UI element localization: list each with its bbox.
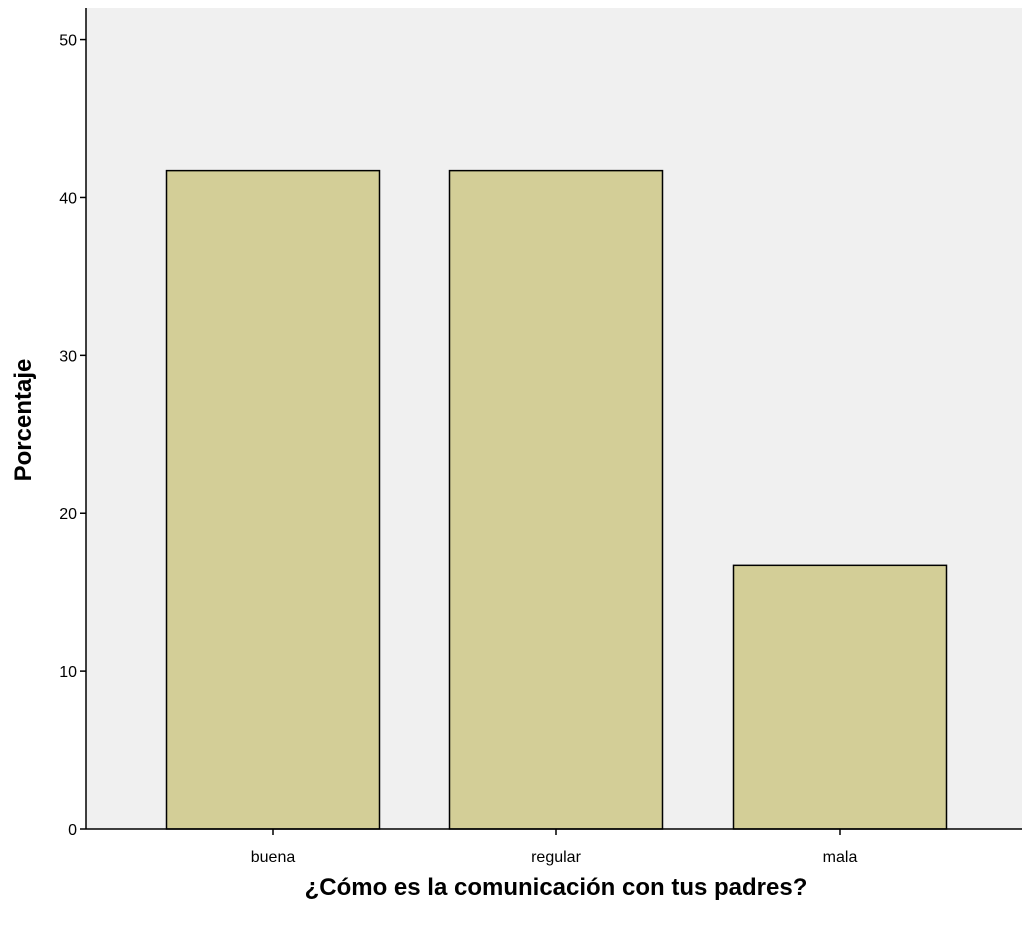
y-tick-label: 40 (59, 190, 77, 207)
y-axis: 0 10 20 30 40 50 (59, 8, 87, 839)
x-axis-title: ¿Cómo es la comunicación con tus padres? (305, 874, 808, 901)
bar-mala (732, 564, 948, 830)
bars-group (165, 169, 948, 830)
y-tick-label: 30 (59, 348, 77, 365)
y-tick-label: 10 (59, 664, 77, 681)
y-tick-label: 0 (68, 822, 77, 839)
bar-buena (165, 169, 381, 830)
bar-regular (448, 169, 664, 830)
x-category-label: regular (531, 849, 581, 866)
y-tick-label: 50 (59, 33, 77, 50)
x-axis: buena regular mala (86, 828, 1022, 866)
x-category-label: mala (823, 849, 858, 866)
y-tick-label: 20 (59, 506, 77, 523)
x-category-label: buena (251, 849, 296, 866)
y-axis-title: Porcentaje (10, 359, 37, 482)
